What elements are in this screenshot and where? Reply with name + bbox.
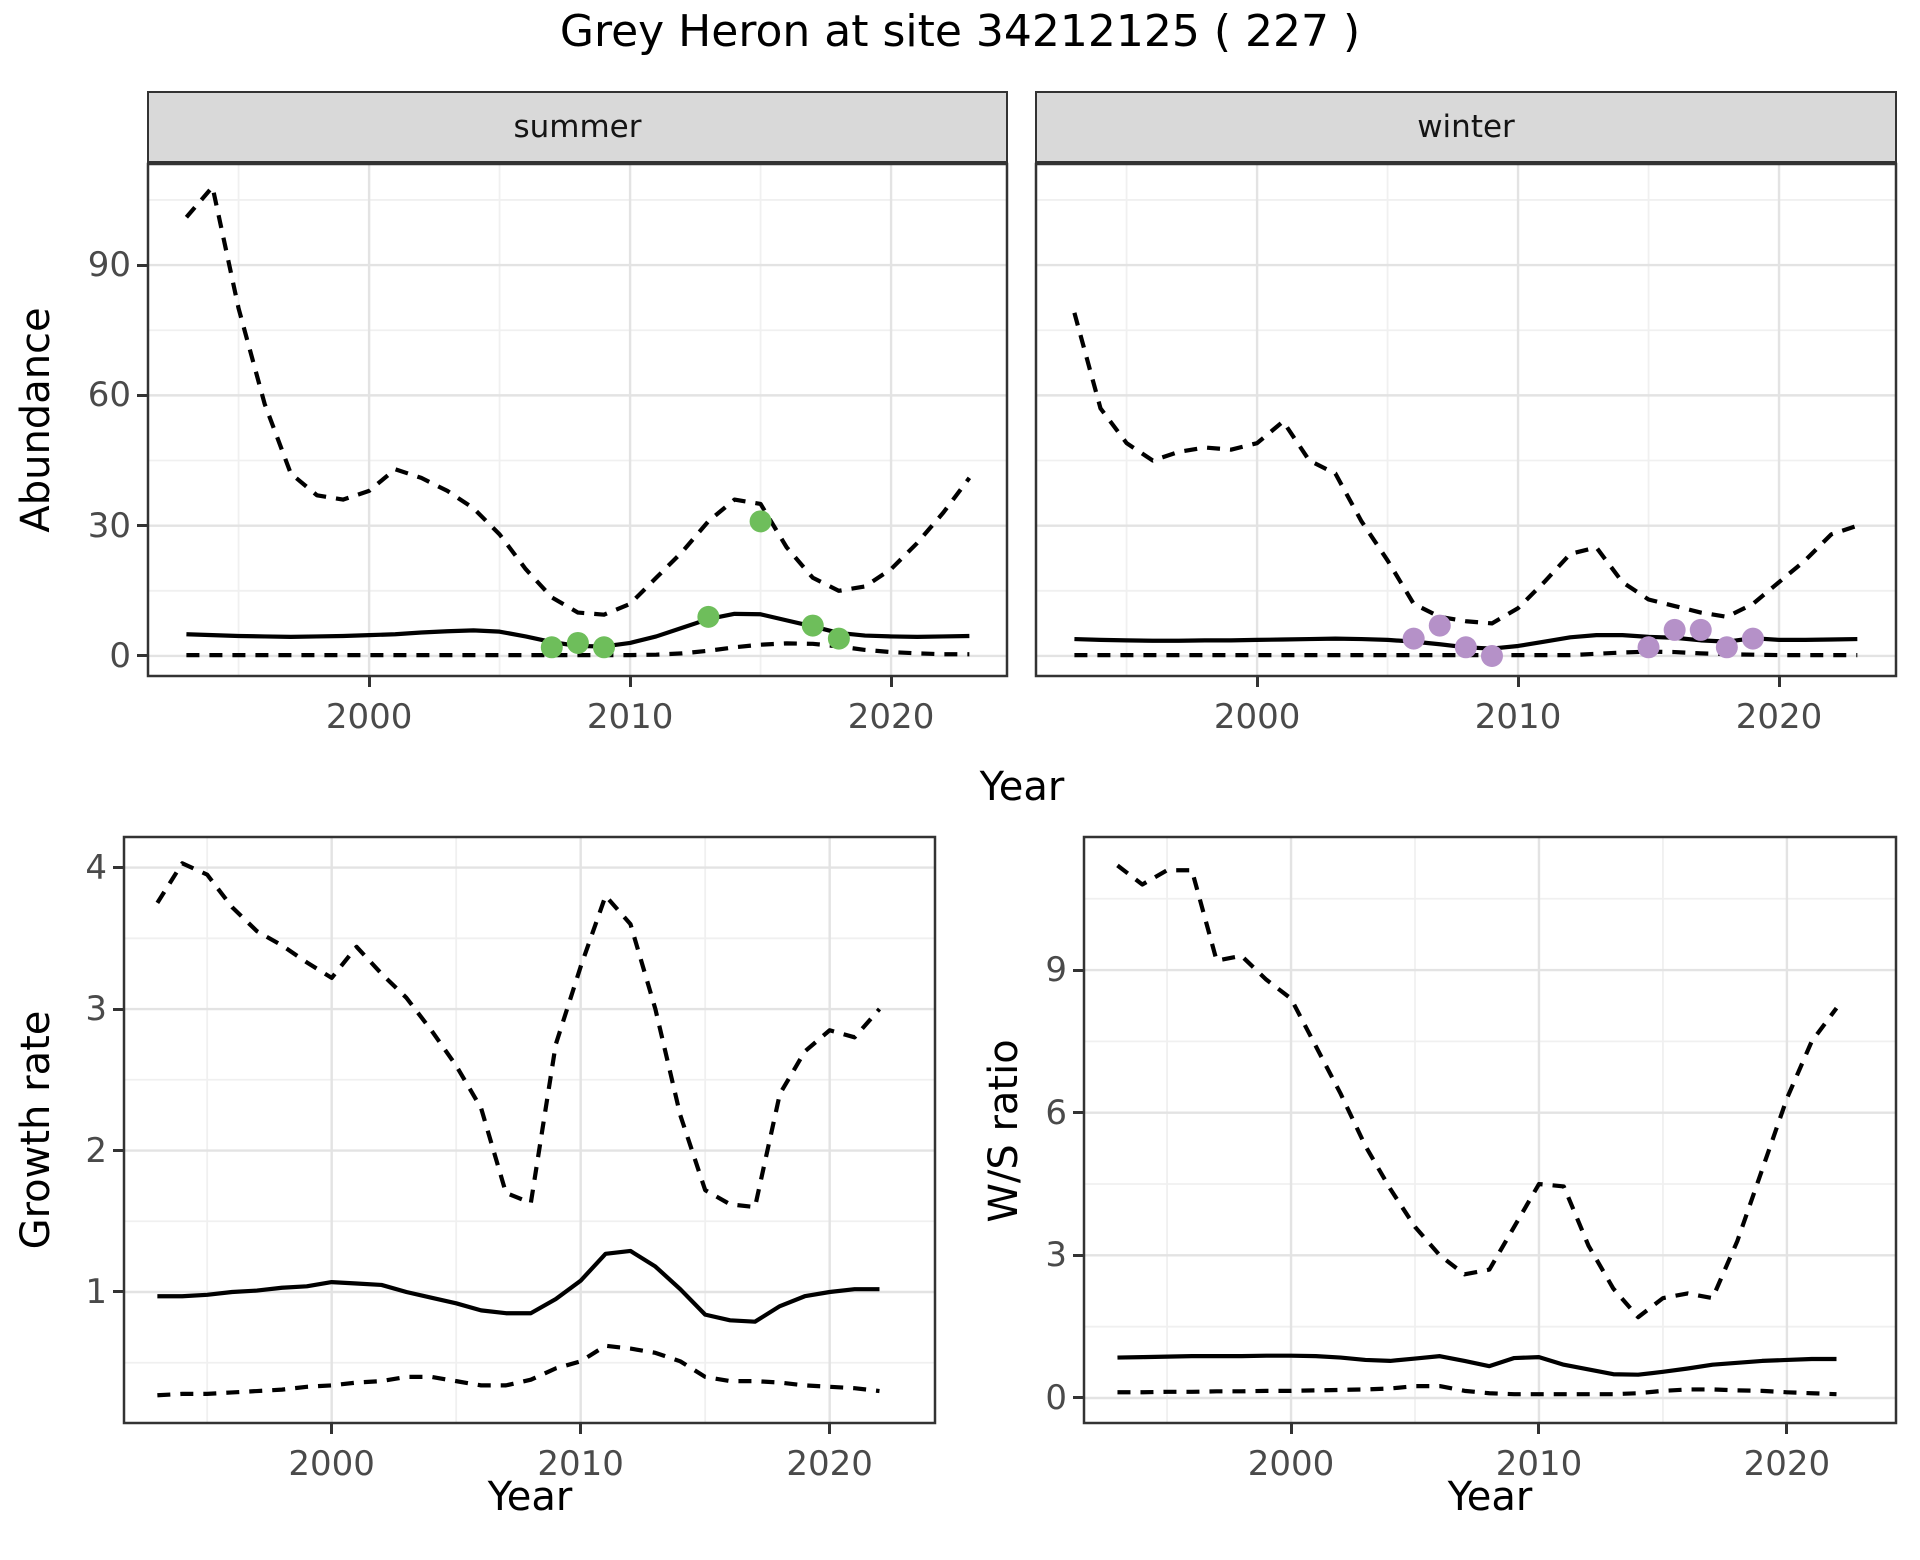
winter-abundance-plot-area — [1034, 162, 1898, 678]
winter-abundance-observed-counts-point — [1454, 636, 1477, 659]
winter-abundance-panel: 2000 2010 2020 — [1034, 162, 1898, 737]
ws-ratio-x-tick-label: 2020 — [1743, 1444, 1831, 1484]
ws-ratio-plot-area — [1082, 835, 1898, 1425]
growth-rate-x-tick — [828, 1424, 832, 1434]
growth-rate-y-tick-label: 3 — [85, 989, 107, 1030]
abundance-axis-title: Abundance — [13, 307, 59, 533]
summer-abundance-y-tick-label: 30 — [87, 505, 131, 546]
facet-strip-winter: winter — [1035, 91, 1897, 163]
summer-abundance-x-tick — [628, 677, 632, 687]
summer-abundance-y-tick-label: 90 — [87, 245, 131, 286]
growth-rate-y-tick — [113, 1290, 123, 1294]
winter-abundance-upper-95ci-line — [1072, 312, 1858, 626]
ws-ratio-y-tick — [1073, 968, 1083, 972]
summer-abundance-observed-counts-point — [592, 636, 615, 659]
summer-abundance-x-tick — [367, 677, 371, 687]
winter-abundance-observed-counts-point — [1715, 636, 1738, 659]
growth-rate-y-tick — [113, 866, 123, 870]
growth-rate-y-tick-label: 2 — [85, 1130, 107, 1171]
summer-abundance-observed-counts-point — [801, 614, 824, 637]
ws-ratio-axis-title: W/S ratio — [981, 1039, 1027, 1223]
growth-year-axis-title: Year — [487, 1474, 573, 1520]
summer-abundance-x-tick-label: 2020 — [847, 697, 935, 737]
winter-abundance-observed-counts-point — [1637, 636, 1660, 659]
growth-rate-median-line — [157, 1248, 880, 1324]
growth-rate-x-tick-label: 2000 — [288, 1444, 375, 1484]
growth-rate-plot-area — [122, 835, 937, 1425]
growth-rate-panel: 2000 2010 2020 1 2 3 4 — [85, 835, 937, 1484]
summer-abundance-upper-95ci-line — [184, 184, 972, 617]
summer-abundance-x-tick-label: 2000 — [325, 697, 413, 737]
ws-ratio-panel: 2000 2010 2020 0 3 6 9 — [1045, 835, 1898, 1484]
ws-ratio-y-tick — [1073, 1253, 1083, 1257]
summer-abundance-observed-counts-point — [827, 627, 850, 650]
growth-rate-y-tick-label: 4 — [85, 847, 107, 888]
top-year-axis-title: Year — [979, 764, 1065, 810]
winter-abundance-observed-counts-point — [1428, 614, 1451, 637]
winter-abundance-panel-border — [1034, 162, 1898, 678]
ws-ratio-x-tick — [1537, 1424, 1541, 1434]
summer-abundance-y-tick-label: 60 — [87, 375, 131, 416]
ws-ratio-median-line — [1117, 1353, 1837, 1377]
summer-abundance-y-tick — [137, 654, 147, 658]
winter-abundance-observed-counts-point — [1663, 618, 1686, 641]
ws-ratio-x-tick-label: 2000 — [1247, 1444, 1335, 1484]
growth-rate-y-tick — [113, 1149, 123, 1152]
growth-rate-x-tick — [330, 1424, 334, 1434]
ws-ratio-y-tick-label: 6 — [1045, 1092, 1067, 1133]
ws-ratio-y-tick — [1073, 1396, 1083, 1400]
facet-strip-winter-label: winter — [1417, 109, 1515, 145]
growth-rate-lower-95ci-line — [157, 1343, 880, 1398]
winter-abundance-x-tick-label: 2010 — [1474, 697, 1562, 737]
growth-rate-upper-95ci-line — [155, 861, 882, 1210]
winter-abundance-x-tick — [1777, 677, 1781, 687]
winter-abundance-x-tick — [1516, 677, 1520, 687]
ws-ratio-x-tick-label: 2010 — [1495, 1444, 1583, 1484]
growth-rate-x-tick-label: 2010 — [537, 1444, 624, 1484]
summer-abundance-x-tick — [889, 677, 893, 687]
growth-rate-panel-border — [122, 835, 937, 1425]
growth-rate-axis-title: Growth rate — [13, 1010, 59, 1250]
summer-abundance-y-tick-label: 0 — [109, 635, 131, 676]
winter-abundance-observed-counts-point — [1402, 627, 1425, 650]
summer-abundance-observed-counts-point — [566, 631, 589, 654]
ws-ratio-y-tick-label: 9 — [1045, 950, 1067, 991]
ws-ratio-panel-border — [1082, 835, 1898, 1425]
summer-abundance-x-tick-label: 2010 — [586, 697, 674, 737]
summer-abundance-observed-counts-point — [540, 636, 563, 659]
ws-year-axis-title: Year — [1447, 1474, 1533, 1520]
winter-abundance-observed-counts-point — [1480, 644, 1503, 667]
ws-ratio-x-tick — [1785, 1424, 1789, 1434]
winter-abundance-x-tick-label: 2000 — [1213, 697, 1301, 737]
summer-abundance-observed-counts-point — [749, 510, 772, 533]
summer-abundance-plot-area — [146, 162, 1009, 678]
growth-rate-y-tick-label: 1 — [85, 1271, 107, 1312]
growth-rate-y-tick — [113, 1007, 123, 1011]
ws-ratio-y-tick-label: 0 — [1045, 1377, 1067, 1418]
ws-ratio-y-tick-label: 3 — [1045, 1235, 1067, 1276]
winter-abundance-observed-counts-point — [1689, 618, 1712, 641]
summer-abundance-y-tick — [137, 263, 147, 267]
summer-abundance-y-tick — [137, 393, 147, 397]
winter-abundance-observed-counts-point — [1741, 627, 1764, 650]
winter-abundance-x-tick — [1255, 677, 1259, 687]
ws-ratio-y-tick — [1073, 1111, 1083, 1115]
ws-ratio-upper-95ci-line — [1116, 863, 1839, 1320]
facet-strip-summer: summer — [147, 91, 1008, 163]
summer-abundance-panel: 2000 2010 2020 0 30 60 90 — [88, 162, 1009, 737]
page-title: Grey Heron at site 34212125 ( 227 ) — [559, 6, 1361, 57]
facet-strip-summer-label: summer — [513, 109, 642, 145]
growth-rate-x-tick — [579, 1424, 583, 1434]
winter-abundance-x-tick-label: 2020 — [1735, 697, 1823, 737]
ws-ratio-x-tick — [1289, 1424, 1293, 1434]
ws-ratio-lower-95ci-line — [1117, 1384, 1837, 1397]
summer-abundance-observed-counts-point — [697, 605, 720, 628]
summer-abundance-panel-border — [146, 162, 1009, 678]
growth-rate-x-tick-label: 2020 — [786, 1444, 873, 1484]
summer-abundance-y-tick — [137, 524, 147, 528]
